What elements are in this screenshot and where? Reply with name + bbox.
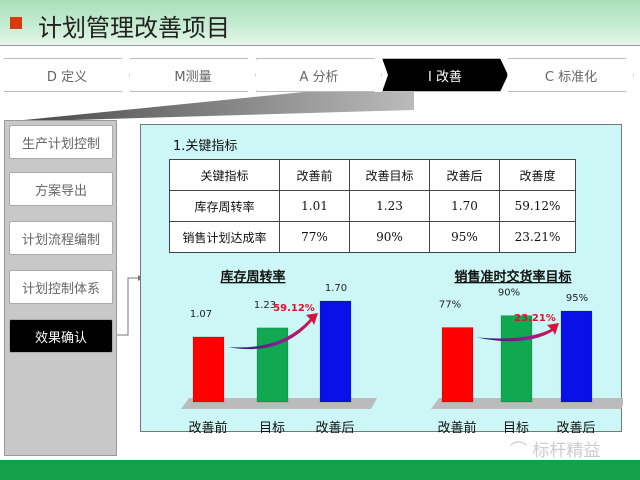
watermark-text: 标杆精益	[532, 441, 601, 461]
data-label: 77%	[439, 299, 461, 310]
step-define[interactable]: D 定义	[4, 58, 130, 92]
cell: 77%	[279, 221, 350, 253]
cell: 1.01	[279, 190, 350, 222]
sidebar: 生产计划控制 方案导出 计划流程编制 计划控制体系 效果确认	[4, 120, 117, 456]
bar	[441, 326, 474, 403]
cell: 1.70	[429, 190, 500, 222]
chart-title: 销售准时交货率目标	[454, 269, 571, 285]
step-control[interactable]: C 标准化	[508, 58, 634, 92]
header-cell: 关键指标	[169, 159, 280, 191]
page-title: 计划管理改善项目	[38, 14, 230, 42]
category-label: 目标	[503, 421, 529, 433]
trend-arrow	[477, 323, 559, 342]
data-label: 1.70	[325, 283, 347, 294]
cell: 59.12%	[499, 190, 576, 222]
data-label: 90%	[498, 288, 520, 299]
bar	[319, 300, 352, 403]
data-label: 1.23	[254, 300, 276, 311]
table-header-row: 关键指标 改善前 改善目标 改善后 改善度	[169, 159, 576, 191]
trend-arrow	[228, 313, 318, 350]
section-title: 1.关键指标	[173, 139, 238, 154]
sidebar-item-effect[interactable]: 效果确认	[9, 319, 113, 353]
bullet-square-icon	[10, 17, 22, 29]
sidebar-item-production-plan[interactable]: 生产计划控制	[9, 125, 113, 159]
kpi-table: 关键指标 改善前 改善目标 改善后 改善度 库存周转率 1.01 1.23 1.…	[169, 159, 576, 253]
cell: 95%	[429, 221, 500, 253]
step-analyze[interactable]: A 分析	[256, 58, 382, 92]
step-measure[interactable]: M测量	[130, 58, 256, 92]
sidebar-item-control-system[interactable]: 计划控制体系	[9, 270, 113, 304]
bar	[500, 315, 533, 403]
table-row: 库存周转率 1.01 1.23 1.70 59.12%	[169, 190, 576, 222]
category-label: 改善前	[188, 420, 227, 433]
sidebar-item-solution[interactable]: 方案导出	[9, 172, 113, 206]
bar	[192, 336, 225, 403]
cell: 90%	[349, 221, 430, 253]
cell: 库存周转率	[169, 190, 280, 222]
category-label: 改善前	[437, 420, 476, 433]
step-improve[interactable]: I 改善	[382, 58, 508, 92]
data-label: 95%	[566, 293, 588, 304]
improvement-annotation: 23.21%	[514, 313, 556, 324]
header-cell: 改善度	[499, 159, 576, 191]
dmaic-steps: D 定义 M测量 A 分析 I 改善 C 标准化	[4, 58, 634, 92]
chart-title: 库存周转率	[220, 269, 285, 285]
step-funnel-decoration	[4, 92, 414, 122]
footer-bar	[0, 460, 640, 480]
table-row: 销售计划达成率 77% 90% 95% 23.21%	[169, 221, 576, 253]
cell: 23.21%	[499, 221, 576, 253]
cell: 销售计划达成率	[169, 221, 280, 253]
header-cell: 改善后	[429, 159, 500, 191]
charts: 库存周转率 1.07 改善前 1.23 目标 1.70 改善后 59.12% 销售准时交货率目标…	[181, 269, 623, 433]
category-label: 改善后	[556, 420, 595, 433]
watermark: ⌒ 标杆精益	[510, 441, 601, 461]
category-label: 目标	[259, 421, 285, 433]
data-label: 1.07	[190, 309, 212, 320]
bar	[560, 310, 593, 403]
content-panel: 1.关键指标 关键指标 改善前 改善目标 改善后 改善度 库存周转率 1.01 …	[140, 124, 623, 433]
improvement-annotation: 59.12%	[273, 303, 315, 314]
category-label: 改善后	[315, 420, 354, 433]
header-cell: 改善目标	[349, 159, 430, 191]
header: 计划管理改善项目	[0, 0, 640, 46]
sidebar-item-plan-process[interactable]: 计划流程编制	[9, 221, 113, 255]
